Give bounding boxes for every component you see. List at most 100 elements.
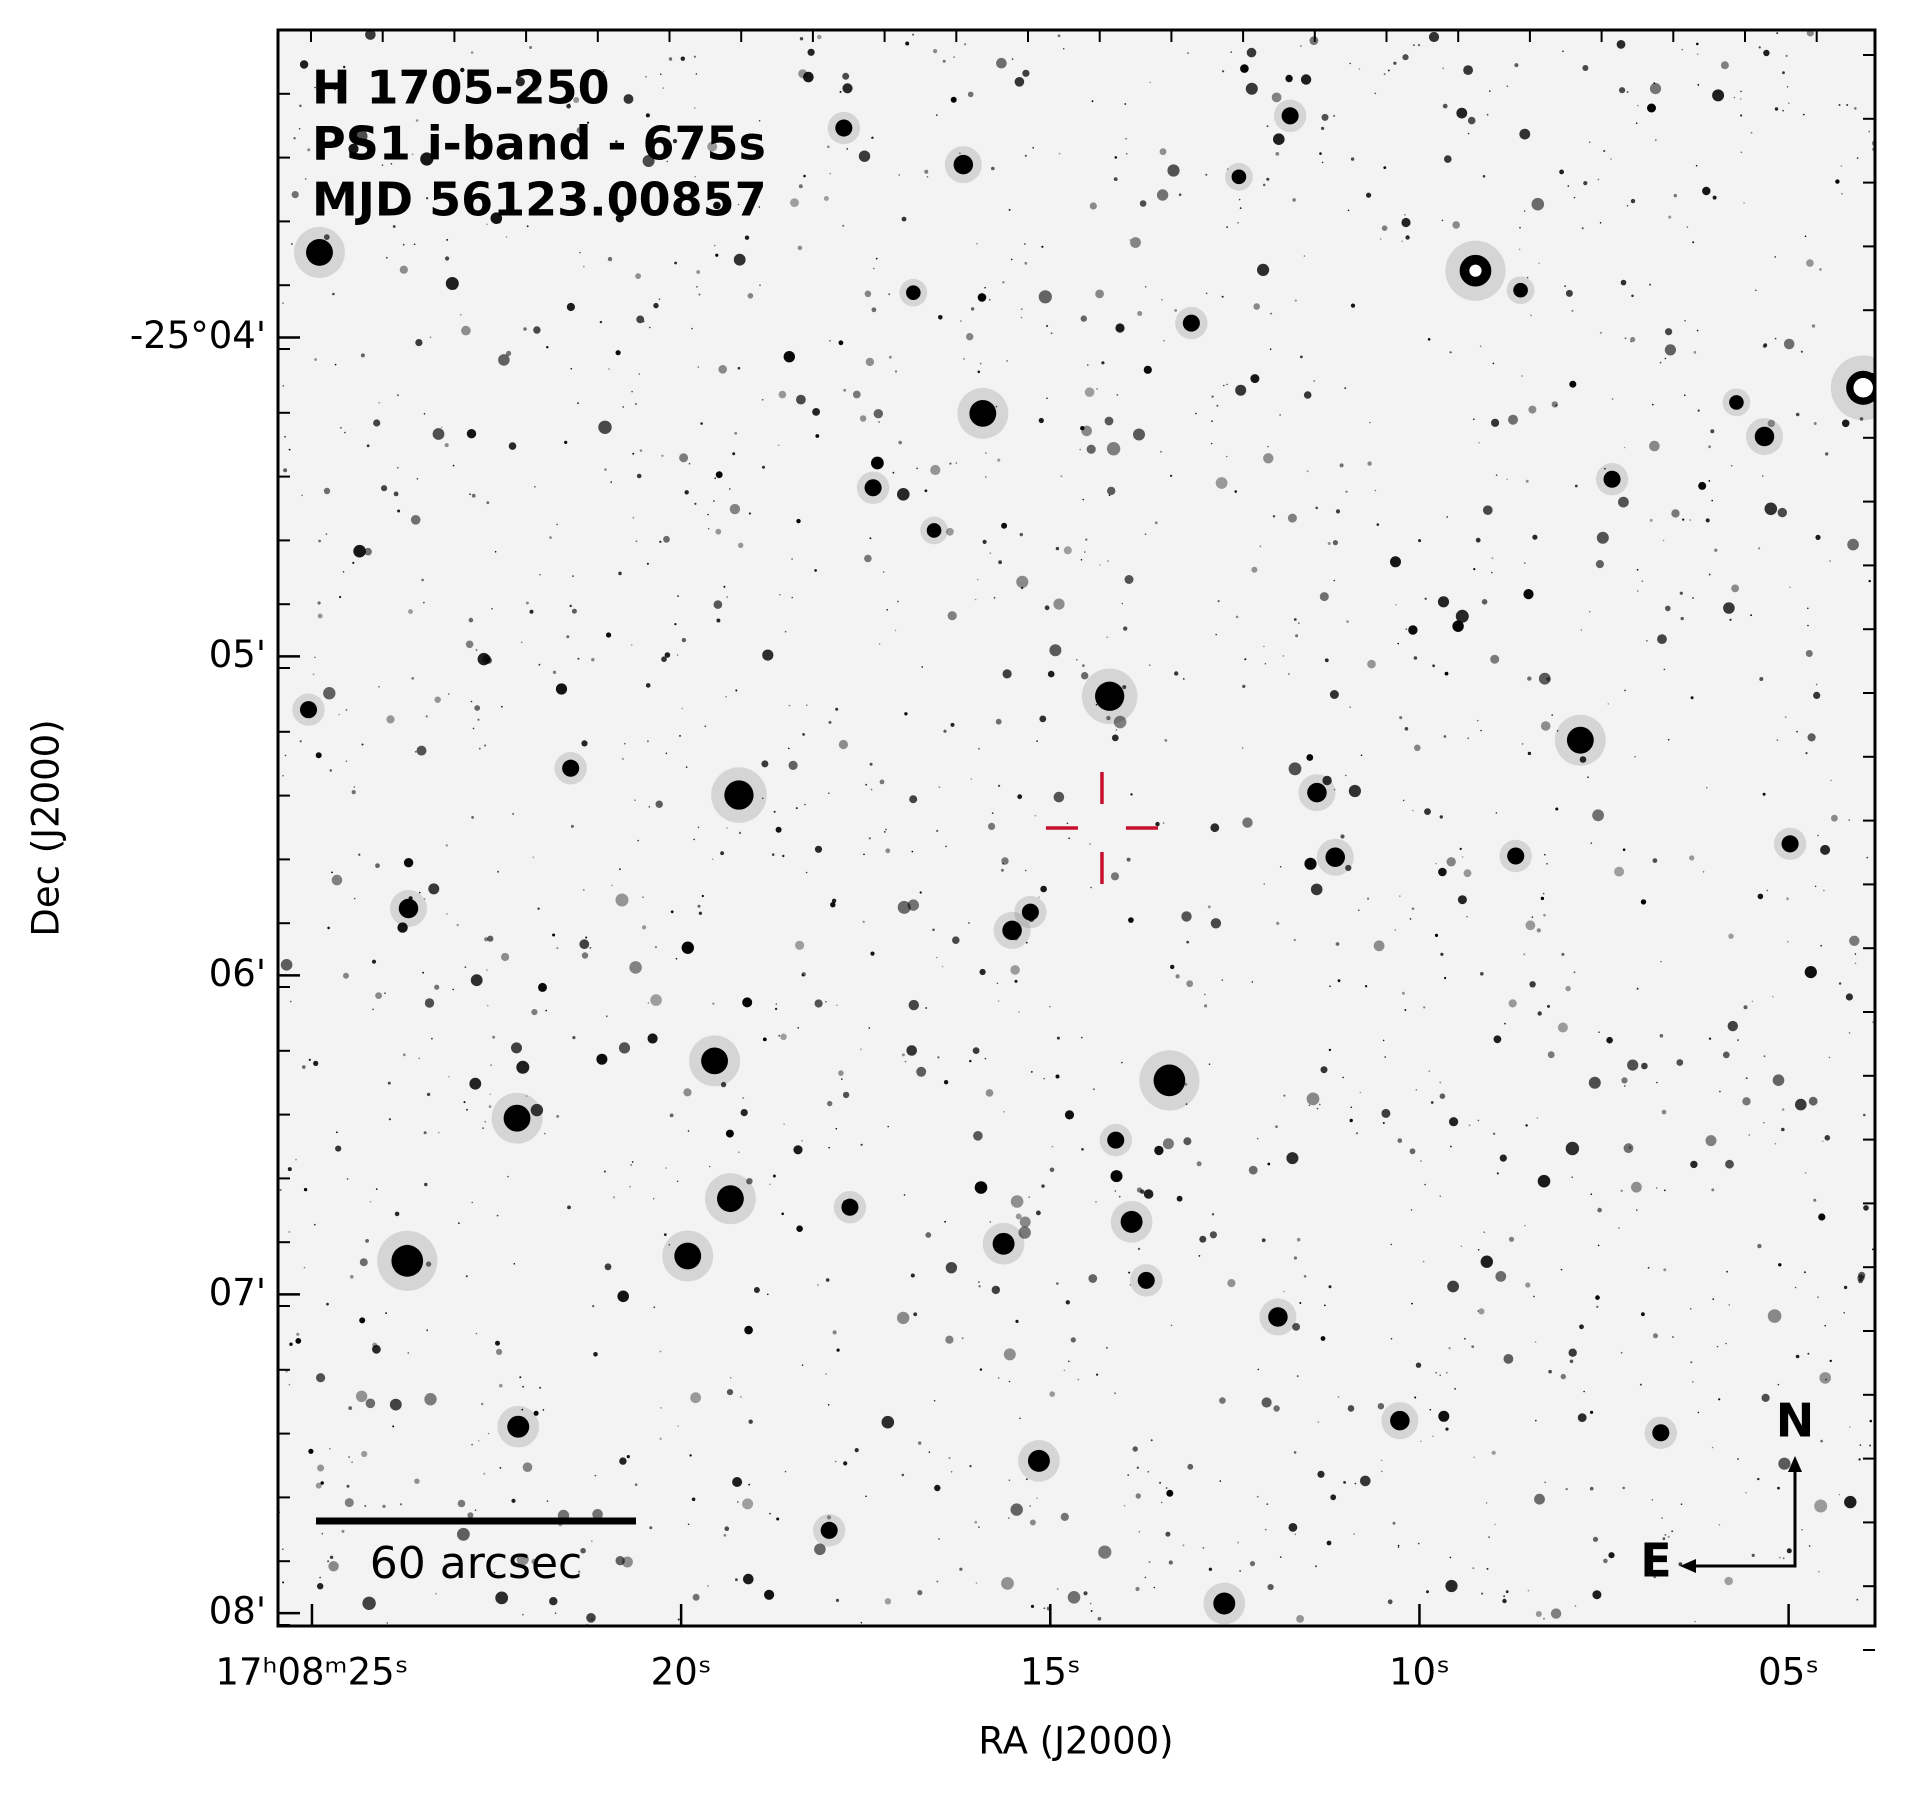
star — [378, 401, 381, 404]
star — [361, 1450, 368, 1458]
star — [629, 1185, 631, 1188]
star — [1022, 69, 1030, 77]
star — [1523, 210, 1526, 212]
star — [921, 666, 923, 668]
star — [672, 139, 678, 144]
star — [1167, 164, 1180, 177]
star — [1156, 189, 1169, 201]
star — [1786, 86, 1789, 88]
star — [354, 129, 368, 143]
star — [788, 704, 791, 707]
star — [912, 33, 915, 36]
star — [1813, 422, 1817, 425]
star — [1772, 1074, 1785, 1086]
star — [420, 152, 434, 166]
star — [1671, 1336, 1674, 1338]
star — [1523, 953, 1526, 956]
star — [1380, 1459, 1383, 1462]
star — [1464, 1337, 1466, 1340]
star — [917, 1590, 923, 1596]
star — [1163, 339, 1165, 342]
star — [1444, 155, 1452, 163]
star — [1413, 656, 1418, 660]
star — [1144, 286, 1147, 288]
star — [313, 1223, 316, 1226]
star — [1536, 928, 1541, 933]
star — [660, 73, 662, 75]
star — [1818, 1213, 1826, 1221]
star — [1848, 819, 1850, 821]
star — [762, 465, 765, 469]
star — [1693, 351, 1697, 354]
star — [629, 961, 642, 974]
star — [344, 1498, 354, 1508]
star — [989, 1221, 992, 1223]
star — [1316, 1107, 1319, 1110]
star — [932, 928, 935, 932]
star — [1187, 52, 1189, 55]
compass-arrows — [1690, 1466, 1797, 1568]
star — [516, 1553, 529, 1566]
star — [1802, 113, 1805, 116]
star — [525, 601, 529, 605]
star — [1137, 311, 1143, 316]
star — [444, 443, 449, 448]
star — [897, 488, 910, 501]
star — [1565, 985, 1571, 992]
star — [1636, 568, 1639, 571]
star — [1610, 158, 1612, 160]
star — [1779, 1556, 1781, 1559]
star — [784, 1470, 787, 1473]
star — [1123, 1504, 1126, 1507]
star — [419, 891, 421, 894]
star — [1279, 1556, 1282, 1558]
star — [537, 907, 540, 910]
star — [1424, 808, 1431, 815]
star — [1820, 844, 1831, 855]
star — [1359, 1091, 1362, 1094]
star — [336, 1131, 338, 1134]
star — [937, 1056, 940, 1059]
star — [838, 1070, 844, 1076]
star — [1097, 1616, 1102, 1621]
star — [1114, 156, 1118, 159]
star — [501, 952, 510, 962]
star — [1153, 1586, 1156, 1589]
star — [1110, 872, 1120, 881]
star — [1702, 186, 1711, 196]
star — [860, 1048, 862, 1051]
star — [316, 1373, 326, 1383]
star — [331, 874, 343, 886]
star — [1596, 531, 1609, 544]
star — [1038, 896, 1040, 898]
star — [1082, 498, 1084, 501]
star — [426, 197, 429, 200]
star — [432, 428, 445, 440]
star — [828, 720, 832, 724]
star — [1478, 1308, 1485, 1315]
star — [1496, 1172, 1499, 1175]
star — [984, 1057, 987, 1060]
star — [1590, 1410, 1594, 1414]
title-line: H 1705-250 — [312, 61, 610, 115]
star — [647, 1033, 658, 1044]
bright-star — [503, 1104, 531, 1132]
star — [1404, 727, 1409, 731]
star — [1008, 208, 1011, 211]
star — [1805, 650, 1813, 657]
star — [317, 1583, 324, 1590]
star — [1360, 1475, 1371, 1487]
star — [507, 1175, 509, 1178]
star — [1439, 1081, 1442, 1084]
star — [1728, 933, 1734, 939]
star — [1720, 61, 1729, 70]
star — [908, 999, 919, 1011]
star — [635, 273, 641, 279]
star — [1442, 103, 1448, 109]
star — [323, 234, 330, 241]
star — [978, 1526, 980, 1529]
star — [1755, 289, 1757, 292]
star — [1082, 664, 1085, 667]
star — [1347, 1405, 1355, 1412]
star — [373, 419, 381, 427]
